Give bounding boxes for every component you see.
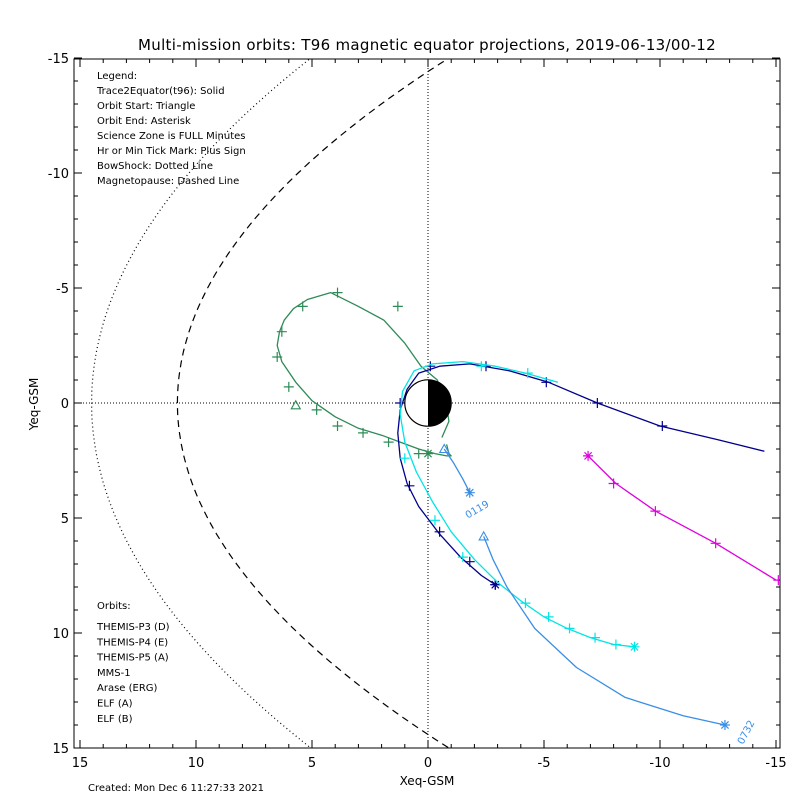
x-tick-label: 10	[188, 756, 205, 771]
orbit-start-triangle	[438, 443, 450, 454]
plot-area	[74, 59, 780, 748]
orbit-tick-mark	[520, 598, 531, 609]
orbit-tick-mark	[592, 398, 603, 408]
x-tick-label: -10	[649, 756, 670, 771]
orbit-tick-mark	[283, 381, 294, 392]
orbit-end-asterisk	[629, 641, 640, 652]
orbit-label: 0732	[736, 719, 758, 747]
legend-line: Magnetopause: Dashed Line	[97, 176, 239, 187]
earth-night-side	[428, 379, 452, 427]
orbit-line	[443, 448, 471, 493]
orbit-series	[438, 443, 475, 498]
orbits-legend-item: THEMIS-P5 (A)	[96, 653, 169, 664]
legend: Legend: Trace2Equator(t96): Solid Orbit St…	[96, 71, 246, 187]
orbit-tick-mark	[332, 287, 343, 298]
orbits-legend-item: THEMIS-P4 (E)	[96, 637, 168, 648]
y-tick-label: -5	[56, 282, 69, 297]
orbit-tick-mark	[590, 632, 601, 643]
orbit-line	[399, 360, 635, 648]
legend-line: Trace2Equator(t96): Solid	[96, 86, 225, 97]
orbit-line	[483, 536, 726, 726]
orbit-series	[583, 450, 780, 586]
y-tick-label: 15	[52, 742, 69, 757]
orbits-legend-item: THEMIS-P3 (D)	[96, 622, 170, 633]
orbit-tick-mark	[608, 478, 619, 489]
y-tick-label: -10	[48, 167, 69, 182]
orbit-end-asterisk	[719, 720, 730, 730]
x-axis-title: Xeq-GSM	[400, 774, 455, 788]
orbit-tick-mark	[773, 575, 780, 586]
orbit-tick-mark	[332, 421, 343, 431]
legend-line: Orbit Start: Triangle	[97, 101, 195, 112]
plot-overlay: 0119 0732	[404, 379, 758, 747]
orbit-tick-mark	[395, 398, 406, 408]
legend-line: Hr or Min Tick Mark: Plus Sign	[97, 146, 246, 157]
orbit-tick-mark	[358, 427, 369, 438]
legend-line: Orbit End: Asterisk	[97, 116, 191, 127]
orbit-tick-mark	[564, 623, 575, 634]
orbit-tick-mark	[457, 552, 468, 563]
orbit-tick-mark	[272, 352, 283, 362]
orbit-end-asterisk	[423, 448, 433, 459]
orbit-tick-mark	[392, 301, 403, 312]
orbit-tick-mark	[522, 368, 533, 379]
y-axis-title: Yeq-GSM	[27, 378, 41, 432]
orbit-line	[397, 363, 765, 586]
chart-title: Multi-mission orbits: T96 magnetic equat…	[138, 36, 716, 54]
orbit-start-triangle	[478, 530, 490, 541]
legend-line: Legend:	[97, 71, 137, 82]
bow-shock-line	[90, 59, 312, 748]
orbit-line	[587, 455, 777, 581]
orbit-tick-mark	[383, 437, 394, 448]
orbit-tick-mark	[650, 506, 661, 517]
orbit-tick-mark	[464, 556, 475, 567]
y-tick-label: -15	[48, 52, 69, 67]
orbit-tick-mark	[657, 421, 668, 431]
orbit-tick-mark	[404, 480, 415, 491]
orbit-tick-mark	[276, 326, 287, 337]
legend-line: Science Zone is FULL Minutes	[97, 131, 246, 142]
orbit-tick-mark	[476, 361, 487, 372]
orbits-legend-item: MMS-1	[97, 668, 131, 679]
orbits-legend-header: Orbits:	[97, 601, 131, 612]
y-tick-label: 10	[52, 627, 69, 642]
x-tick-label: 0	[424, 756, 432, 771]
x-tick-label: -15	[765, 756, 786, 771]
x-tick-label: -5	[538, 756, 551, 771]
orbit-tick-mark	[429, 515, 440, 526]
orbit-label: 0119	[464, 499, 492, 521]
orbit-tick-mark	[710, 538, 721, 549]
magnetopause-line	[176, 59, 451, 748]
x-tick-label: 15	[72, 756, 89, 771]
orbit-tick-mark	[543, 611, 554, 622]
orbit-end-asterisk	[464, 487, 475, 498]
orbits-legend-item: ELF (A)	[97, 699, 133, 710]
orbit-series	[399, 360, 640, 652]
orbit-tick-mark	[610, 639, 621, 650]
orbits-legend: Orbits: THEMIS-P3 (D) THEMIS-P4 (E) THEMIS-…	[96, 601, 170, 725]
orbit-end-asterisk	[490, 579, 501, 590]
orbit-series	[478, 530, 730, 730]
orbits-legend-item: ELF (B)	[97, 714, 133, 725]
axes: 15 10 5 0 -5 -10 -15 -15 -10 -5 0 5 10 15	[48, 52, 787, 771]
orbit-series	[272, 287, 452, 459]
orbit-tick-mark	[297, 301, 308, 312]
legend-line: BowShock: Dotted Line	[97, 161, 213, 172]
y-tick-label: 5	[61, 512, 69, 527]
orbit-tick-mark	[413, 448, 424, 459]
x-tick-label: 5	[308, 756, 316, 771]
orbit-tick-mark	[399, 453, 410, 464]
orbit-line	[276, 291, 452, 457]
orbit-start-triangle	[290, 399, 302, 410]
y-tick-label: 0	[61, 397, 69, 412]
orbits-legend-item: Arase (ERG)	[97, 683, 158, 694]
created-timestamp: Created: Mon Dec 6 11:27:33 2021	[88, 783, 264, 794]
orbit-tick-mark	[434, 526, 445, 537]
orbit-tick-mark	[311, 404, 322, 415]
orbit-end-asterisk	[583, 450, 594, 461]
